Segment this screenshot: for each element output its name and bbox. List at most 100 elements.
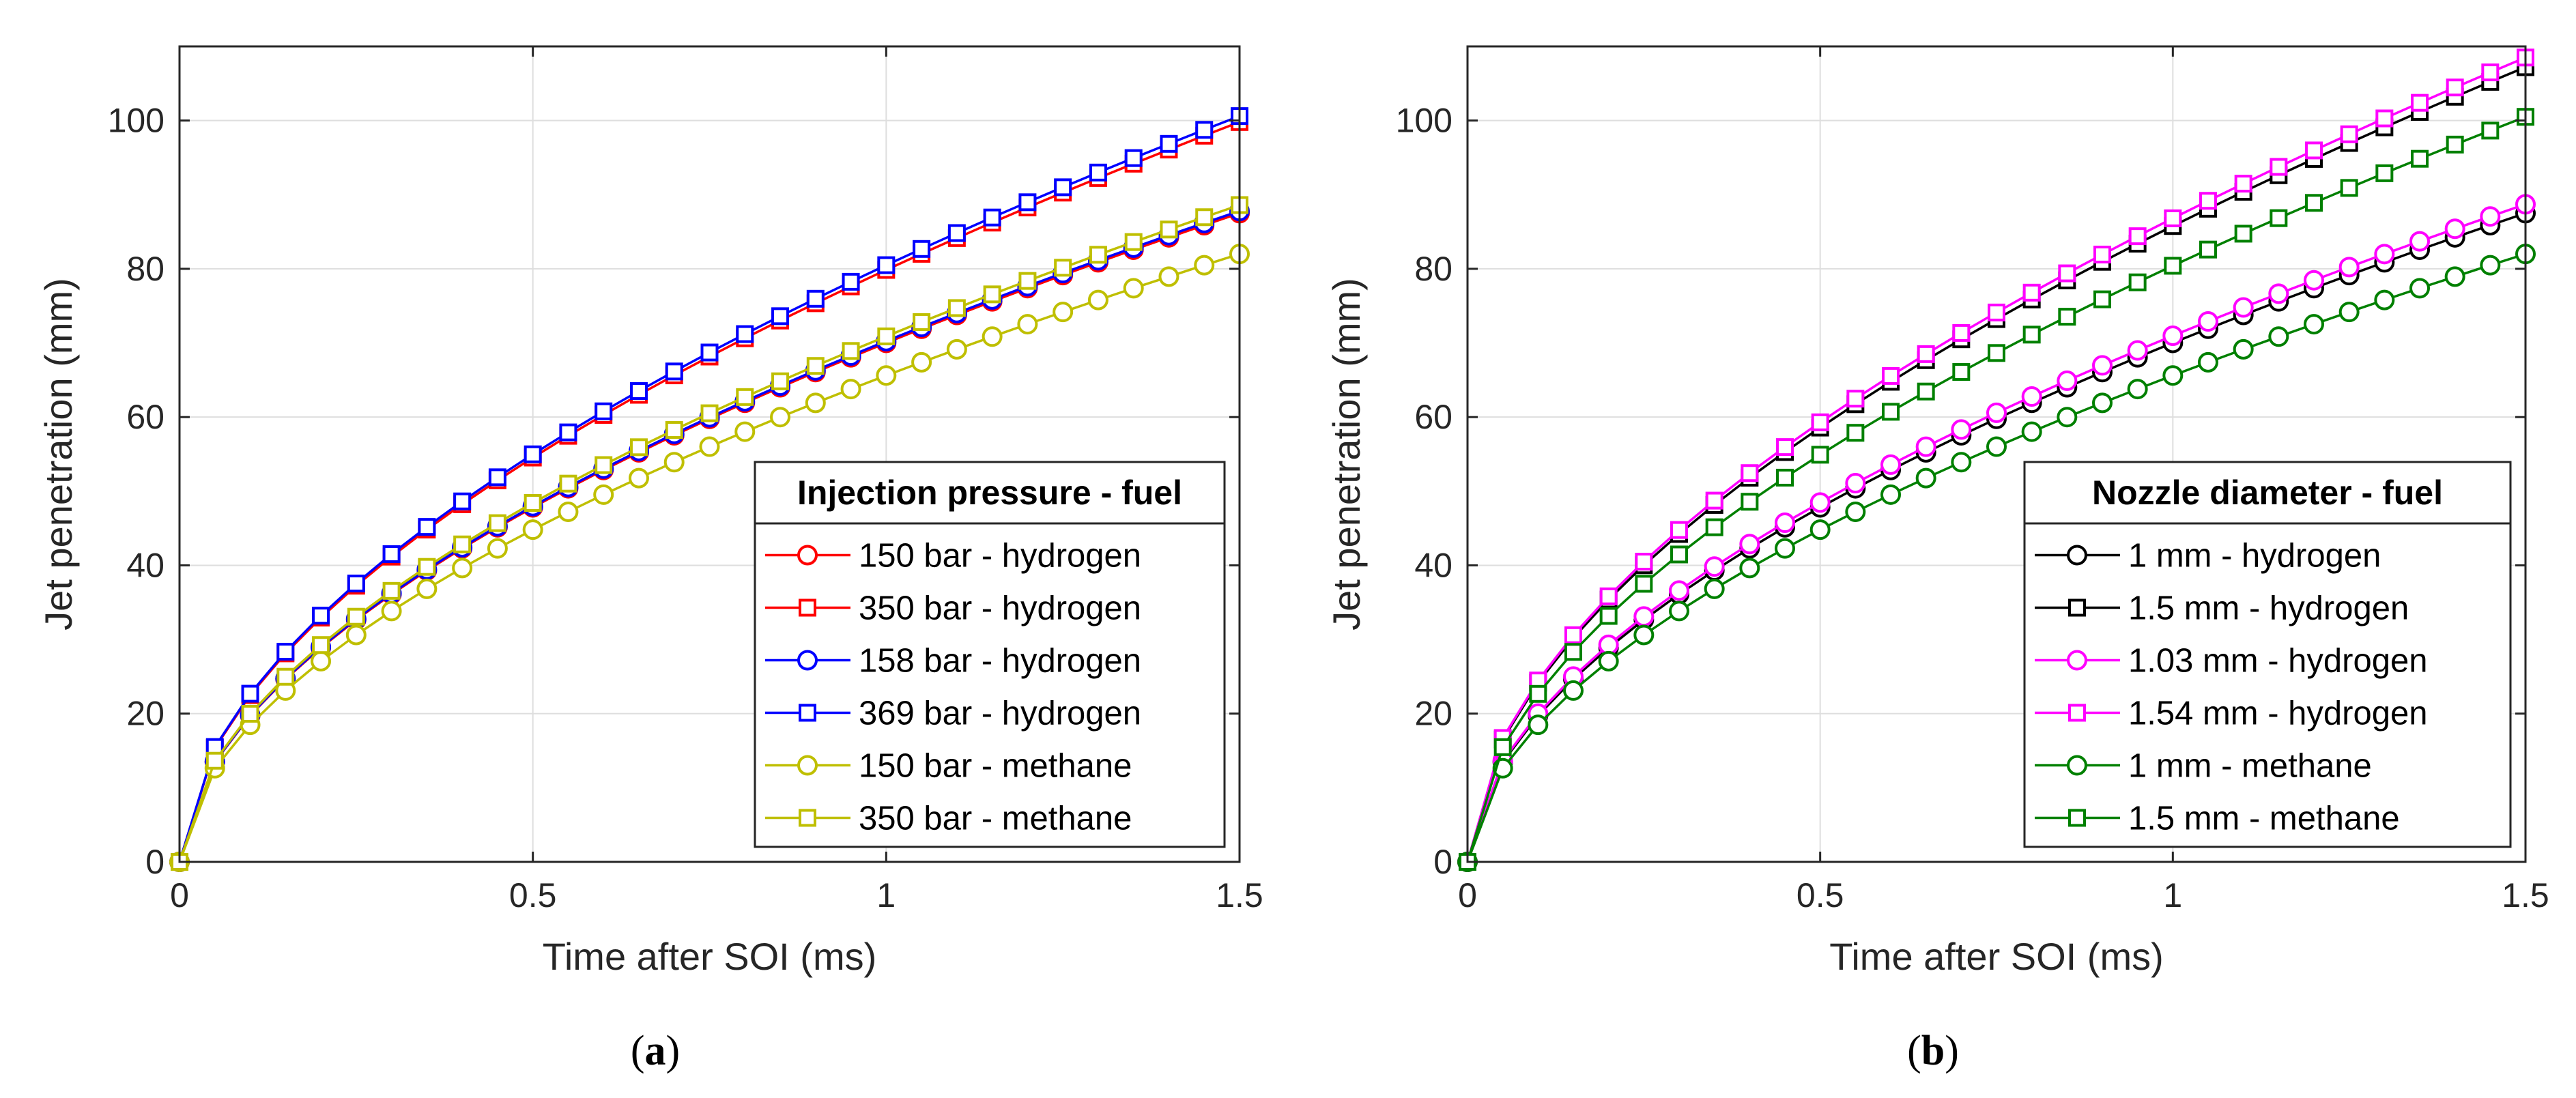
data-point — [558, 501, 579, 522]
legend-entry: 369 bar - hydrogen — [765, 695, 1141, 732]
data-point — [911, 351, 932, 373]
legend-marker — [2068, 809, 2086, 827]
data-point — [2304, 270, 2324, 291]
data-point — [2444, 266, 2465, 287]
data-point — [2199, 192, 2217, 210]
y-tick-label: 20 — [126, 695, 164, 733]
legend-label: 1.5 mm - hydrogen — [2128, 590, 2409, 627]
data-point — [559, 474, 577, 493]
legend-marker — [2067, 545, 2087, 566]
data-point — [2198, 351, 2218, 373]
chart-panel-a: 0 0.5 1 1.5 0 20 40 60 80 100 Time after SOI (ms) J… — [37, 45, 1263, 1074]
data-point — [1741, 493, 1759, 511]
data-point — [700, 343, 719, 362]
data-point — [947, 299, 966, 317]
panel-label-letter: b — [1921, 1028, 1945, 1074]
data-point — [983, 285, 1001, 304]
data-point — [2093, 290, 2111, 308]
data-point — [1054, 259, 1072, 277]
data-point — [1704, 556, 1725, 577]
data-point — [2199, 240, 2217, 259]
series-4 — [1459, 48, 2534, 871]
data-point — [2092, 392, 2113, 414]
x-tick-label: 0.5 — [509, 876, 557, 914]
data-point — [2340, 125, 2358, 143]
data-point — [2409, 231, 2430, 252]
panel-label-open: ( — [631, 1028, 645, 1074]
data-point — [2480, 255, 2501, 276]
legend-entry: 350 bar - methane — [765, 800, 1132, 837]
data-point — [734, 421, 756, 442]
x-tick-label: 0 — [170, 876, 189, 914]
data-point — [1988, 344, 2005, 362]
data-point — [1846, 424, 1865, 442]
data-point — [2411, 93, 2429, 112]
data-point — [2268, 283, 2289, 304]
panel-label-close: ) — [1945, 1028, 1959, 1074]
data-point — [416, 578, 438, 599]
data-point — [1529, 684, 1547, 703]
data-point — [1564, 626, 1582, 644]
data-point — [1880, 484, 1901, 505]
legend-marker — [2068, 704, 2086, 722]
data-point — [2374, 244, 2395, 265]
data-point — [1739, 558, 1760, 579]
y-tick-label: 100 — [1396, 102, 1452, 140]
data-point — [1018, 193, 1037, 212]
legend-marker — [799, 704, 816, 722]
data-point — [1158, 266, 1179, 287]
data-point — [1195, 208, 1214, 227]
data-point — [1017, 314, 1038, 335]
x-axis-label: Time after SOI (ms) — [1829, 935, 2164, 978]
data-point — [2127, 379, 2148, 400]
legend-label: 150 bar - hydrogen — [859, 538, 1141, 575]
data-point — [1704, 578, 1725, 599]
data-point — [771, 307, 790, 326]
series-5 — [169, 244, 1250, 872]
data-point — [2270, 158, 2288, 176]
legend-marker — [797, 545, 818, 566]
legend-title: Injection pressure - fuel — [797, 474, 1182, 512]
data-point — [347, 575, 365, 593]
y-tick-label: 0 — [145, 843, 164, 881]
data-point — [1705, 491, 1723, 510]
data-point — [2480, 206, 2501, 227]
data-point — [2164, 209, 2182, 227]
legend-marker — [2067, 650, 2087, 671]
data-point — [2446, 135, 2464, 154]
data-point — [1089, 163, 1107, 182]
legend-label: 1 mm - hydrogen — [2128, 538, 2381, 575]
legend-box — [754, 461, 1226, 848]
legend-box — [2023, 461, 2512, 848]
data-point — [2234, 225, 2252, 243]
data-point — [806, 357, 825, 375]
data-point — [736, 388, 754, 406]
data-point — [2444, 218, 2465, 240]
data-point — [1670, 545, 1688, 564]
data-point — [805, 392, 826, 414]
data-point — [1915, 436, 1936, 457]
data-point — [2198, 311, 2218, 332]
data-point — [241, 704, 259, 723]
data-point — [1053, 302, 1074, 323]
data-point — [2481, 63, 2500, 82]
axes-box — [178, 45, 1241, 863]
data-point — [876, 365, 897, 386]
legend-label: 1.5 mm - methane — [2128, 800, 2400, 837]
data-point — [1917, 345, 1935, 363]
data-point — [2375, 164, 2394, 182]
data-point — [382, 545, 401, 564]
data-point — [1669, 580, 1689, 601]
legend-label: 150 bar - methane — [859, 748, 1132, 785]
axes-box — [1466, 45, 2527, 863]
data-point — [1882, 366, 1900, 385]
data-point — [1195, 121, 1214, 139]
data-point — [524, 445, 542, 463]
data-point — [2305, 141, 2323, 160]
data-point — [559, 423, 577, 442]
data-point — [2374, 289, 2395, 310]
legend-label: 369 bar - hydrogen — [859, 695, 1141, 732]
data-point — [1563, 680, 1584, 701]
legend-entry: 150 bar - hydrogen — [765, 538, 1141, 575]
data-point — [1528, 714, 1549, 736]
